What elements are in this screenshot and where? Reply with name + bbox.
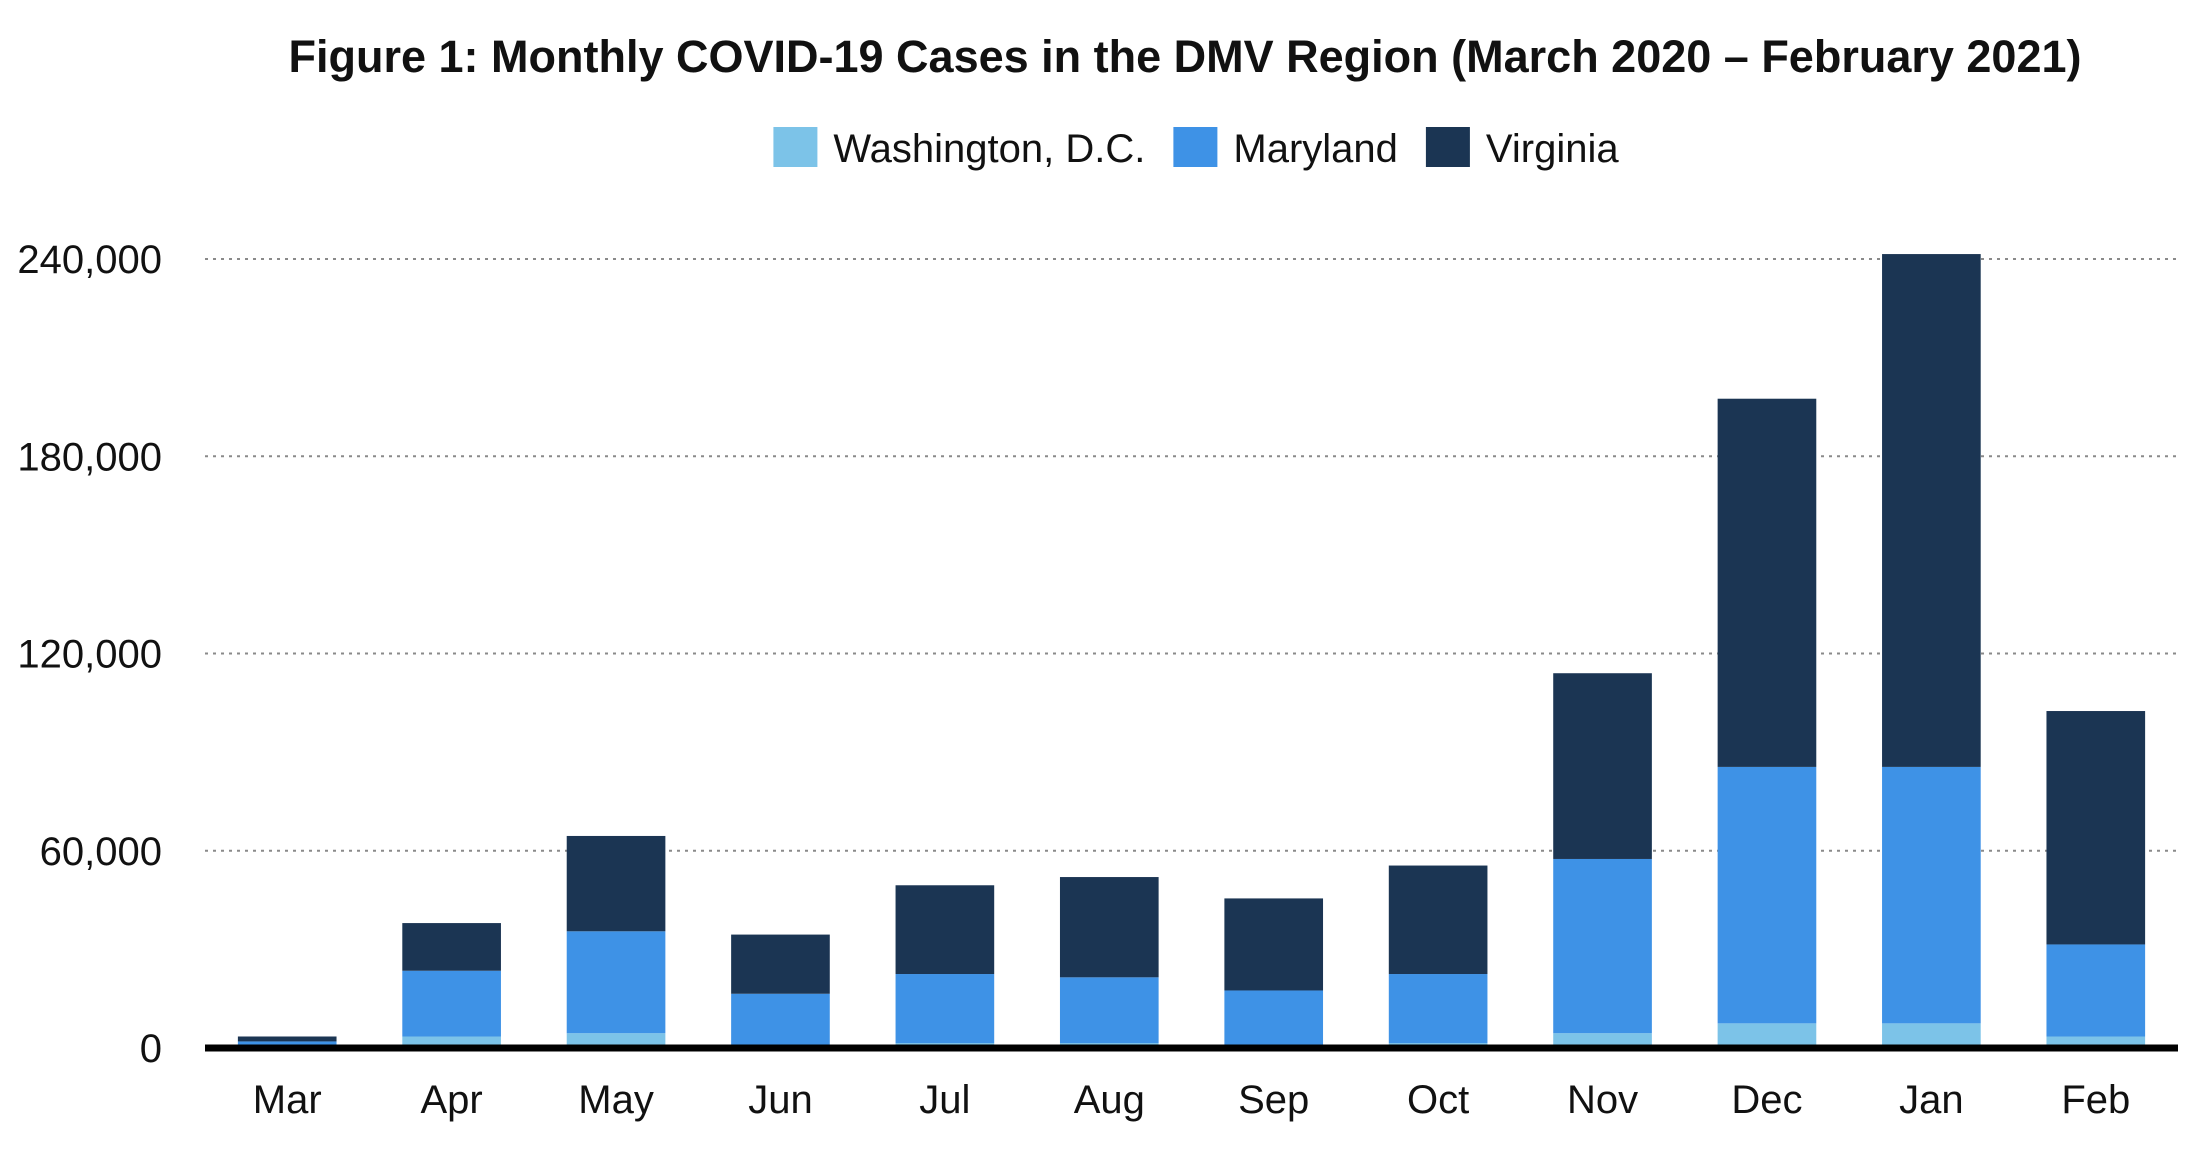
bar-jun-virginia	[731, 934, 830, 994]
bar-mar-maryland	[237, 1041, 337, 1047]
bar-dec-maryland	[1717, 766, 1817, 1024]
bar-may-maryland	[566, 931, 666, 1034]
bar-oct-virginia	[1388, 865, 1488, 975]
bar-feb-maryland	[2046, 944, 2146, 1037]
x-tick-label-apr: Apr	[421, 1078, 483, 1122]
bar-feb-washington-d-c	[2046, 1036, 2146, 1048]
legend-item-washington-d-c: Washington, D.C.	[773, 127, 1145, 171]
x-tick-label-jul: Jul	[919, 1078, 970, 1122]
bar-apr-maryland	[402, 970, 501, 1037]
bar-apr-virginia	[402, 923, 501, 971]
x-tick-label-jan: Jan	[1899, 1078, 1964, 1122]
bar-may-washington-d-c	[566, 1033, 666, 1048]
y-tick-label: 0	[140, 1027, 162, 1071]
x-tick-label-mar: Mar	[253, 1078, 322, 1122]
x-tick-label-may: May	[578, 1078, 654, 1122]
bar-feb-virginia	[2046, 711, 2146, 945]
legend-label-maryland: Maryland	[1233, 127, 1398, 171]
bar-sep-maryland	[1224, 990, 1324, 1045]
legend-item-maryland: Maryland	[1173, 127, 1398, 171]
bar-jan-virginia	[1882, 254, 1981, 767]
chart-title: Figure 1: Monthly COVID-19 Cases in the …	[289, 31, 2082, 82]
bar-jul-maryland	[895, 974, 995, 1044]
bar-sep-virginia	[1224, 898, 1324, 991]
bar-jan-maryland	[1882, 766, 1981, 1024]
bar-jul-virginia	[895, 885, 995, 975]
y-tick-label: 60,000	[40, 830, 162, 874]
x-tick-label-jun: Jun	[748, 1078, 813, 1122]
legend-label-virginia: Virginia	[1486, 127, 1619, 171]
x-tick-label-sep: Sep	[1238, 1078, 1309, 1122]
legend-swatch-virginia	[1425, 127, 1470, 167]
bar-apr-washington-d-c	[402, 1036, 501, 1048]
x-tick-label-dec: Dec	[1731, 1078, 1802, 1122]
bar-dec-washington-d-c	[1717, 1023, 1817, 1048]
axes: 0 60,000 120,000 180,000 240,000 Mar Apr May Jun…	[17, 238, 2178, 1122]
bars	[237, 254, 2146, 1048]
bar-dec-virginia	[1717, 398, 1817, 767]
legend-item-virginia: Virginia	[1425, 127, 1619, 171]
x-tick-label-feb: Feb	[2061, 1078, 2130, 1122]
x-tick-label-oct: Oct	[1407, 1078, 1469, 1122]
legend: Washington, D.C. Maryland Virginia	[773, 127, 1619, 171]
legend-swatch-maryland	[1173, 127, 1218, 167]
bar-jan-washington-d-c	[1882, 1023, 1981, 1048]
legend-label-washington-d-c: Washington, D.C.	[833, 127, 1145, 171]
bar-oct-maryland	[1388, 974, 1488, 1044]
bar-aug-maryland	[1059, 977, 1159, 1044]
y-tick-label: 240,000	[17, 238, 162, 282]
bar-aug-virginia	[1059, 877, 1159, 978]
bar-may-virginia	[566, 835, 666, 932]
x-tick-label-aug: Aug	[1074, 1078, 1145, 1122]
bar-nov-maryland	[1553, 858, 1652, 1034]
bar-mar-virginia	[237, 1036, 337, 1042]
bar-nov-washington-d-c	[1553, 1033, 1652, 1048]
y-tick-label: 120,000	[17, 633, 162, 677]
bar-nov-virginia	[1553, 673, 1652, 859]
legend-swatch-washington-d-c	[773, 127, 818, 167]
x-tick-label-nov: Nov	[1567, 1078, 1638, 1122]
gridlines	[205, 258, 2178, 852]
y-tick-label: 180,000	[17, 435, 162, 479]
bar-jun-maryland	[731, 993, 830, 1045]
